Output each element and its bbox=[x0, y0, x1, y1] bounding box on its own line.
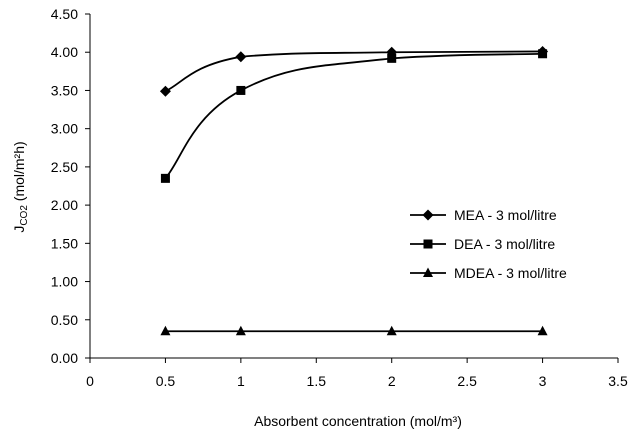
series-dea bbox=[160, 49, 548, 183]
x-tick-label: 1 bbox=[237, 373, 245, 389]
data-point-dea bbox=[387, 53, 397, 63]
y-tick-label: 0.50 bbox=[51, 312, 78, 328]
tick-labels: 0.000.501.001.502.002.503.003.504.004.50… bbox=[51, 6, 628, 389]
y-axis-title-unit: (mol/m²h) bbox=[11, 141, 27, 205]
legend-marker-mdea bbox=[423, 267, 433, 277]
y-tick-label: 1.50 bbox=[51, 235, 78, 251]
x-tick-label: 2 bbox=[388, 373, 396, 389]
data-point-dea bbox=[160, 173, 170, 183]
y-tick-label: 2.50 bbox=[51, 159, 78, 175]
x-tick-label: 0 bbox=[86, 373, 94, 389]
y-tick-label: 2.00 bbox=[51, 197, 78, 213]
x-tick-label: 1.5 bbox=[307, 373, 327, 389]
data-point-mdea bbox=[160, 325, 171, 336]
legend-marker-mea bbox=[422, 209, 434, 221]
data-point-mdea bbox=[235, 325, 246, 336]
legend-label-mea: MEA - 3 mol/litre bbox=[454, 207, 557, 223]
legend-marker-dea bbox=[423, 239, 433, 249]
data-point-dea bbox=[236, 85, 246, 95]
x-tick-label: 3.5 bbox=[608, 373, 628, 389]
data-point-mdea bbox=[537, 325, 548, 336]
y-axis-title-subscript: CO2 bbox=[19, 205, 30, 226]
series-mdea bbox=[160, 325, 548, 336]
x-tick-label: 0.5 bbox=[156, 373, 176, 389]
legend-label-mdea: MDEA - 3 mol/litre bbox=[454, 265, 567, 281]
data-point-mea bbox=[159, 85, 171, 97]
y-tick-label: 4.50 bbox=[51, 6, 78, 22]
y-tick-label: 0.00 bbox=[51, 350, 78, 366]
y-tick-label: 4.00 bbox=[51, 44, 78, 60]
legend-item-mdea: MDEA - 3 mol/litre bbox=[410, 265, 567, 281]
series-line-dea bbox=[164, 52, 543, 179]
data-point-mea bbox=[235, 51, 247, 63]
x-axis-title: Absorbent concentration (mol/m³) bbox=[254, 413, 462, 429]
axes bbox=[85, 13, 619, 363]
y-tick-label: 1.00 bbox=[51, 274, 78, 290]
legend: MEA - 3 mol/litre DEA - 3 mol/litre MDEA -… bbox=[410, 207, 567, 281]
x-tick-label: 3 bbox=[539, 373, 547, 389]
y-axis-title-main: J bbox=[11, 226, 27, 233]
y-axis-title: JCO2 (mol/m²h) bbox=[11, 141, 30, 232]
x-tick-label: 2.5 bbox=[457, 373, 477, 389]
legend-item-mea: MEA - 3 mol/litre bbox=[410, 207, 557, 223]
data-point-dea bbox=[538, 49, 548, 59]
legend-label-dea: DEA - 3 mol/litre bbox=[454, 236, 555, 252]
data-point-mdea bbox=[386, 325, 397, 336]
series-line-mea bbox=[165, 50, 543, 93]
y-tick-label: 3.50 bbox=[51, 82, 78, 98]
legend-item-dea: DEA - 3 mol/litre bbox=[410, 236, 555, 252]
series-group bbox=[159, 45, 549, 336]
y-tick-label: 3.00 bbox=[51, 121, 78, 137]
